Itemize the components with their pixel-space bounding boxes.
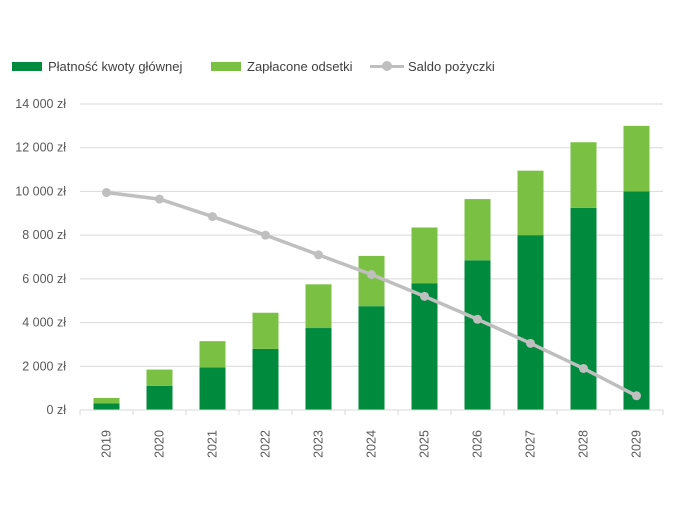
bar-principal bbox=[93, 403, 120, 410]
x-tick-label: 2028 bbox=[577, 430, 591, 458]
bars bbox=[93, 125, 650, 410]
x-tick-label: 2021 bbox=[206, 430, 220, 458]
y-tick-label: 8 000 zł bbox=[22, 228, 66, 242]
bar-interest bbox=[623, 125, 650, 192]
bar-interest bbox=[305, 284, 332, 329]
legend-label-balance: Saldo pożyczki bbox=[408, 58, 495, 74]
x-tick-label: 2029 bbox=[630, 430, 644, 458]
bar-interest bbox=[252, 312, 279, 349]
balance-point bbox=[208, 212, 217, 222]
legend-item-principal: Płatność kwoty głównej bbox=[12, 56, 182, 76]
balance-point bbox=[367, 269, 376, 279]
bar-principal bbox=[199, 367, 226, 410]
bar-principal bbox=[252, 348, 279, 410]
x-axis bbox=[79, 409, 664, 415]
bar-principal bbox=[305, 328, 332, 410]
balance-point bbox=[632, 391, 641, 401]
balance-point bbox=[261, 230, 270, 240]
balance-line bbox=[102, 188, 641, 401]
legend-item-balance: Saldo pożyczki bbox=[370, 56, 495, 76]
bar-interest bbox=[146, 369, 173, 386]
legend-item-interest: Zapłacone odsetki bbox=[211, 56, 353, 76]
legend-label-principal: Płatność kwoty głównej bbox=[48, 58, 183, 74]
bar-interest bbox=[464, 199, 491, 261]
bar-principal bbox=[146, 385, 173, 410]
y-axis-tick-labels: 0 zł 2 000 zł 4 000 zł 6 000 zł 8 000 zł 10 0… bbox=[15, 97, 66, 417]
x-tick-label: 2024 bbox=[365, 430, 379, 458]
x-tick-label: 2026 bbox=[471, 430, 485, 458]
balance-point bbox=[420, 291, 429, 301]
bar-principal bbox=[411, 283, 438, 410]
legend-swatch-balance bbox=[370, 61, 404, 71]
bar-interest bbox=[93, 397, 120, 404]
x-tick-label: 2025 bbox=[418, 430, 432, 458]
legend-swatch-interest bbox=[211, 61, 241, 71]
bar-principal bbox=[517, 235, 544, 410]
balance-point bbox=[102, 188, 111, 198]
chart-legend: Płatność kwoty głównej Zapłacone odsetki… bbox=[0, 56, 675, 76]
balance-point bbox=[314, 250, 323, 260]
x-tick-label: 2019 bbox=[100, 430, 114, 458]
bar-interest bbox=[411, 227, 438, 284]
bar-interest bbox=[358, 255, 385, 307]
bar-principal bbox=[464, 260, 491, 410]
bar-interest bbox=[199, 341, 226, 368]
balance-point bbox=[155, 194, 164, 204]
balance-point bbox=[526, 338, 535, 348]
legend-swatch-principal bbox=[12, 61, 42, 71]
bar-principal bbox=[623, 191, 650, 410]
x-tick-label: 2022 bbox=[259, 430, 273, 458]
x-tick-label: 2027 bbox=[524, 430, 538, 458]
y-tick-label: 6 000 zł bbox=[22, 272, 66, 286]
y-tick-label: 12 000 zł bbox=[15, 141, 66, 155]
y-tick-label: 4 000 zł bbox=[22, 316, 66, 330]
y-tick-label: 10 000 zł bbox=[15, 184, 66, 198]
bar-interest bbox=[517, 170, 544, 236]
balance-point bbox=[473, 314, 482, 324]
legend-label-interest: Zapłacone odsetki bbox=[247, 58, 353, 74]
y-tick-label: 2 000 zł bbox=[22, 359, 66, 373]
balance-point bbox=[579, 363, 588, 373]
y-tick-label: 14 000 zł bbox=[15, 97, 66, 111]
x-axis-tick-labels: 2019 2020 2021 2022 2023 2024 2025 2026 2027 2028… bbox=[100, 430, 644, 458]
x-tick-label: 2023 bbox=[312, 430, 326, 458]
bar-principal bbox=[570, 207, 597, 410]
bar-interest bbox=[570, 142, 597, 208]
x-tick-label: 2020 bbox=[153, 430, 167, 458]
y-tick-label: 0 zł bbox=[47, 403, 67, 417]
bar-principal bbox=[358, 306, 385, 410]
